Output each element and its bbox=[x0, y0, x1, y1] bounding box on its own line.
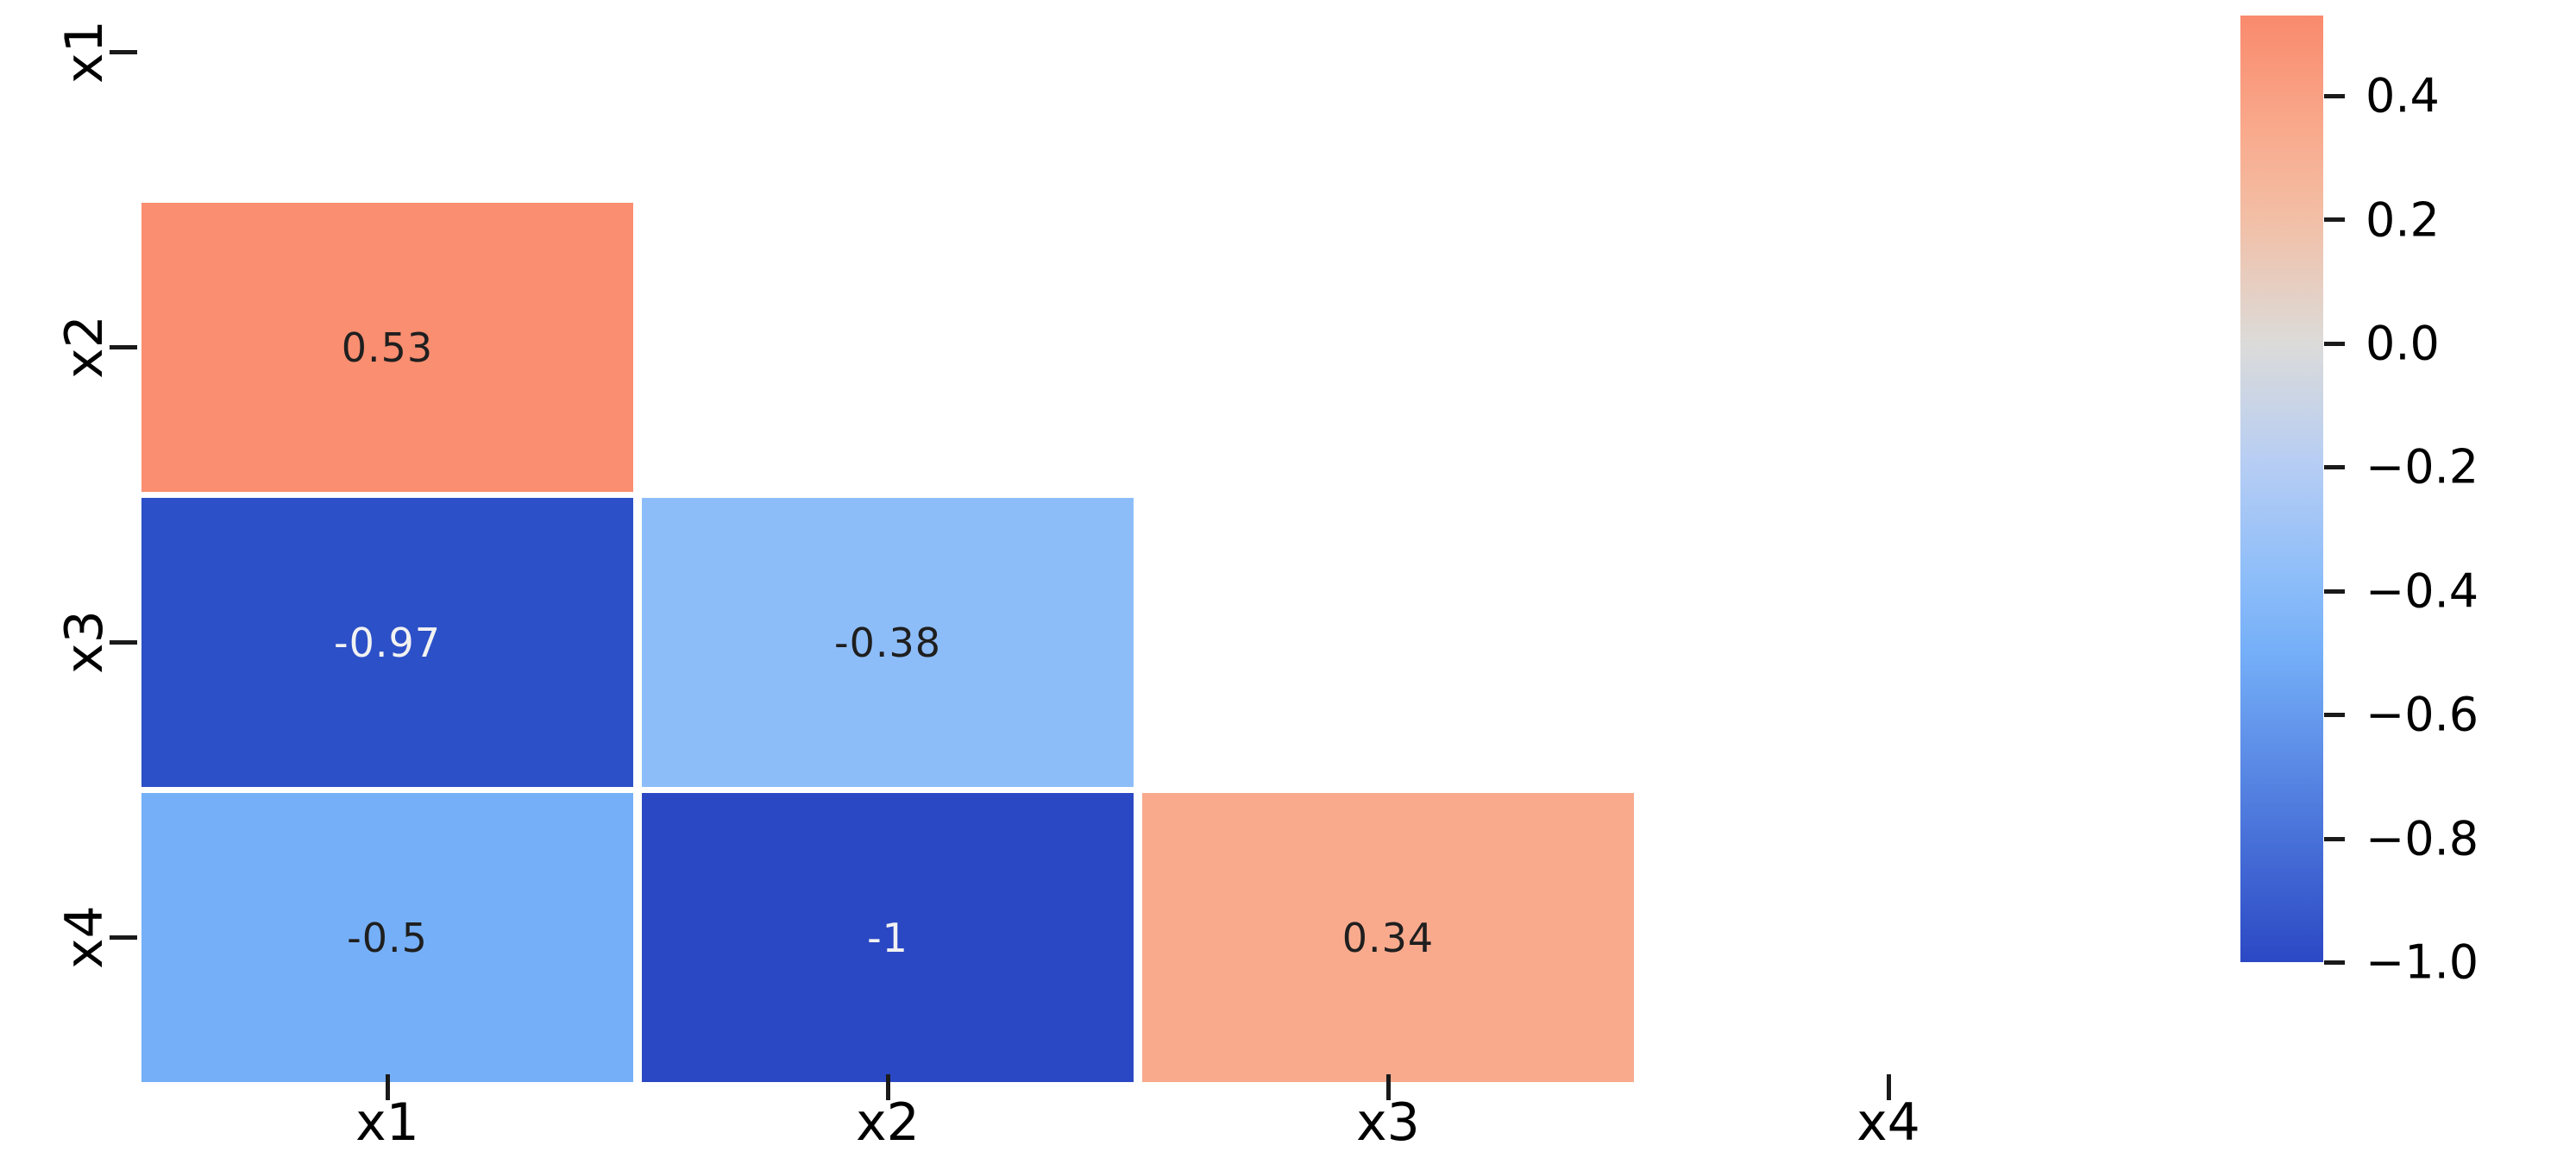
colorbar-tick bbox=[2324, 342, 2345, 346]
colorbar-tick bbox=[2324, 465, 2345, 469]
y-tick-label-x2: x2 bbox=[54, 315, 115, 379]
colorbar-tick bbox=[2324, 837, 2345, 841]
y-tick-x2 bbox=[110, 345, 137, 349]
x-tick-label-x3: x3 bbox=[1356, 1092, 1420, 1153]
cell-value: 0.34 bbox=[1341, 914, 1435, 961]
y-tick-x1 bbox=[110, 50, 137, 54]
colorbar-tick bbox=[2324, 217, 2345, 222]
heatmap-cell-x4-x1: -0.5 bbox=[141, 793, 633, 1082]
heatmap-cell-x4-x3: 0.34 bbox=[1142, 793, 1634, 1082]
cell-value: -0.38 bbox=[833, 619, 942, 666]
x-tick-label-x2: x2 bbox=[856, 1092, 920, 1153]
colorbar-label: 0.0 bbox=[2366, 316, 2440, 371]
x-tick-x4 bbox=[1887, 1074, 1891, 1100]
x-tick-x1 bbox=[386, 1074, 390, 1100]
heatmap-cell-x3-x2: -0.38 bbox=[642, 498, 1134, 787]
colorbar-label: −1.0 bbox=[2366, 935, 2479, 990]
y-tick-x4 bbox=[110, 935, 137, 940]
colorbar-label: 0.4 bbox=[2366, 68, 2440, 123]
colorbar-label: −0.8 bbox=[2366, 811, 2479, 866]
cell-value: 0.53 bbox=[341, 324, 434, 371]
colorbar-tick bbox=[2324, 713, 2345, 717]
colorbar-label: −0.2 bbox=[2366, 439, 2479, 494]
heatmap-cell-x3-x1: -0.97 bbox=[141, 498, 633, 787]
y-tick-label-x1: x1 bbox=[54, 20, 115, 84]
cell-value: -1 bbox=[867, 914, 908, 961]
y-tick-label-x3: x3 bbox=[54, 610, 115, 674]
colorbar-label: −0.4 bbox=[2366, 563, 2479, 619]
x-tick-label-x1: x1 bbox=[355, 1092, 419, 1153]
colorbar-label: −0.6 bbox=[2366, 687, 2479, 742]
colorbar-tick bbox=[2324, 960, 2345, 965]
y-tick-x3 bbox=[110, 640, 137, 645]
x-tick-label-x4: x4 bbox=[1857, 1092, 1920, 1153]
heatmap-cell-x2-x1: 0.53 bbox=[141, 203, 633, 492]
x-tick-x2 bbox=[886, 1074, 890, 1100]
x-tick-x3 bbox=[1386, 1074, 1391, 1100]
cell-value: -0.97 bbox=[333, 619, 442, 666]
colorbar-label: 0.2 bbox=[2366, 192, 2440, 248]
y-tick-label-x4: x4 bbox=[54, 905, 115, 969]
heatmap-cell-x4-x2: -1 bbox=[642, 793, 1134, 1082]
cell-value: -0.5 bbox=[347, 914, 428, 961]
colorbar-tick bbox=[2324, 94, 2345, 98]
colorbar-tick bbox=[2324, 589, 2345, 594]
colorbar-gradient bbox=[2240, 16, 2323, 962]
